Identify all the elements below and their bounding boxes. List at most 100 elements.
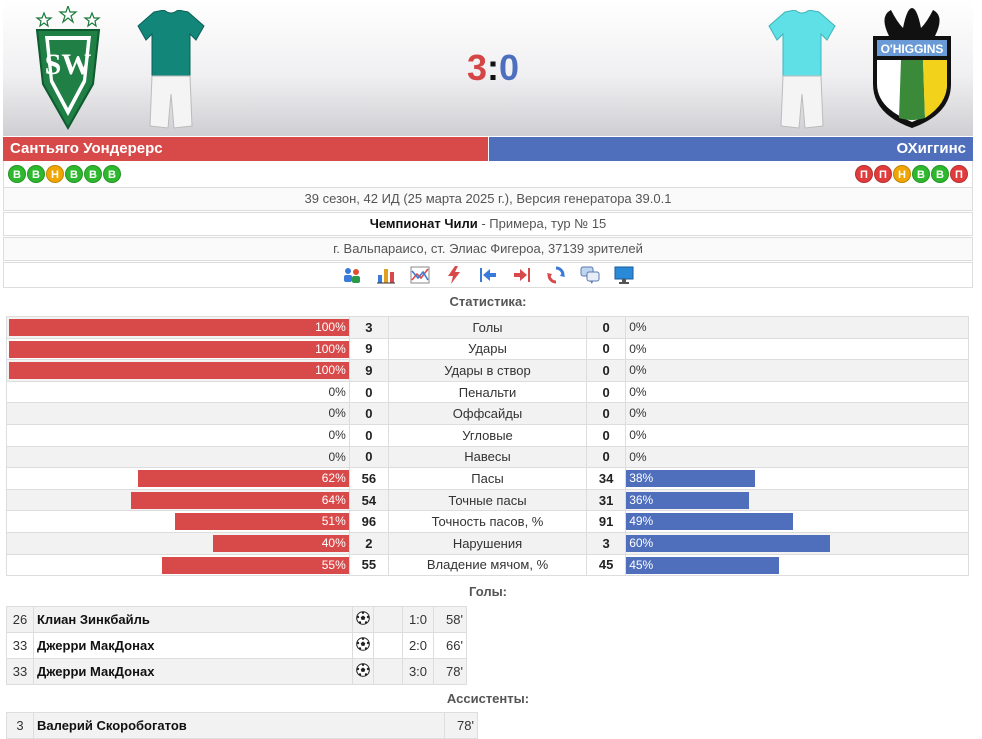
arrow-left-icon[interactable] xyxy=(478,266,498,284)
away-crest-icon[interactable]: O'HIGGINS xyxy=(869,6,955,130)
stat-row: 100% 9 Удары 0 0% xyxy=(6,337,969,361)
away-bar-cell: 0% xyxy=(625,359,969,382)
goal-row: 33 Джерри МакДонах 3:0 78' xyxy=(6,658,467,685)
competition-link[interactable]: Чемпионат Чили xyxy=(369,216,478,231)
home-stat-value: 96 xyxy=(348,510,389,533)
refresh-icon[interactable] xyxy=(546,266,566,284)
home-crest-letters: SW xyxy=(45,48,92,81)
away-bar-cell: 0% xyxy=(625,402,969,425)
stat-row: 55% 55 Владение мячом, % 45 45% xyxy=(6,553,969,577)
form-badge[interactable]: П xyxy=(855,165,873,183)
bar-chart-icon[interactable] xyxy=(376,266,396,284)
away-crest-letters: O'HIGGINS xyxy=(881,42,944,56)
goal-player-number: 33 xyxy=(6,658,34,685)
stat-row: 100% 9 Удары в створ 0 0% xyxy=(6,359,969,382)
form-badge[interactable]: В xyxy=(931,165,949,183)
lineup-icon[interactable] xyxy=(342,266,362,284)
away-stat-percent: 0% xyxy=(629,406,647,421)
flash-icon[interactable] xyxy=(444,266,464,284)
home-crest-icon[interactable]: SW xyxy=(33,6,103,130)
stat-row: 51% 96 Точность пасов, % 91 49% xyxy=(6,510,969,533)
goal-player-name[interactable]: Джерри МакДонах xyxy=(33,632,353,659)
form-badge[interactable]: Н xyxy=(46,165,64,183)
goal-spacer xyxy=(373,658,403,685)
stat-label: Точность пасов, % xyxy=(387,510,588,533)
home-stat-percent: 0% xyxy=(328,449,346,464)
away-stat-bar xyxy=(626,556,780,574)
away-stat-percent: 38% xyxy=(629,471,654,486)
form-badge[interactable]: В xyxy=(65,165,83,183)
tactics-chart-icon[interactable] xyxy=(410,266,430,284)
away-bar-cell: 45% xyxy=(625,553,969,577)
home-stat-bar xyxy=(131,491,349,509)
home-stat-value: 2 xyxy=(348,531,389,555)
away-stat-value: 0 xyxy=(585,380,627,404)
away-stat-percent: 0% xyxy=(629,363,647,378)
stat-label: Угловые xyxy=(387,423,588,447)
monitor-icon[interactable] xyxy=(614,266,634,284)
away-bar-cell: 0% xyxy=(625,380,969,404)
away-stat-percent: 60% xyxy=(629,535,654,550)
away-stat-percent: 0% xyxy=(629,320,647,334)
goal-spacer xyxy=(373,606,403,633)
toolbar xyxy=(3,262,973,288)
away-stat-percent: 45% xyxy=(629,557,654,572)
home-team-name[interactable]: Сантьяго Уондерерс xyxy=(3,137,488,161)
home-bar-cell: 0% xyxy=(6,445,350,469)
home-stat-percent: 100% xyxy=(315,341,346,356)
form-badge[interactable]: В xyxy=(8,165,26,183)
away-stat-percent: 0% xyxy=(629,341,647,356)
away-stat-value: 0 xyxy=(585,402,627,425)
form-badge[interactable]: В xyxy=(84,165,102,183)
away-bar-cell: 36% xyxy=(625,488,969,512)
form-badge[interactable]: В xyxy=(27,165,45,183)
goal-score: 2:0 xyxy=(402,632,434,659)
home-stat-percent: 100% xyxy=(315,363,346,378)
assist-minute: 78' xyxy=(444,712,478,739)
stat-label: Пенальти xyxy=(387,380,588,404)
stat-label: Пасы xyxy=(387,467,588,490)
away-bar-cell: 60% xyxy=(625,531,969,555)
home-bar-cell: 100% xyxy=(6,316,350,339)
form-badge[interactable]: Н xyxy=(893,165,911,183)
away-stat-value: 91 xyxy=(585,510,627,533)
goal-player-name[interactable]: Клиан Зинкбайль xyxy=(33,606,353,633)
stat-row: 100% 3 Голы 0 0% xyxy=(6,316,969,339)
goals-table: 26 Клиан Зинкбайль 1:0 58' 33 Джерри МакДонах… xyxy=(6,606,467,685)
stat-label: Оффсайды xyxy=(387,402,588,425)
comments-icon[interactable] xyxy=(580,266,600,284)
form-badge[interactable]: П xyxy=(950,165,968,183)
away-bar-cell: 0% xyxy=(625,445,969,469)
stat-label: Удары xyxy=(387,337,588,361)
away-team-name[interactable]: ОХиггинс xyxy=(489,137,973,161)
home-stat-percent: 0% xyxy=(328,406,346,421)
away-bar-cell: 0% xyxy=(625,337,969,361)
form-badge[interactable]: В xyxy=(103,165,121,183)
arrow-right-icon[interactable] xyxy=(512,266,532,284)
home-stat-percent: 0% xyxy=(328,427,346,442)
home-stat-value: 0 xyxy=(348,380,389,404)
goals-title: Голы: xyxy=(468,584,508,599)
home-stat-percent: 0% xyxy=(328,384,346,399)
form-badge[interactable]: В xyxy=(912,165,930,183)
stat-label: Владение мячом, % xyxy=(387,553,588,577)
form-badge[interactable]: П xyxy=(874,165,892,183)
stat-row: 0% 0 Пенальти 0 0% xyxy=(6,380,969,404)
away-stat-value: 3 xyxy=(585,531,627,555)
stats-title: Статистика: xyxy=(449,294,527,309)
stats-table: 100% 3 Голы 0 0% 100% 9 Удары 0 0% 100% 9 Удары в ст… xyxy=(6,316,969,577)
home-bar-cell: 64% xyxy=(6,488,350,512)
home-bar-cell: 55% xyxy=(6,553,350,577)
home-stat-value: 55 xyxy=(348,553,389,577)
home-kit-icon xyxy=(137,10,205,129)
stat-label: Нарушения xyxy=(387,531,588,555)
assist-player-name[interactable]: Валерий Скоробогатов xyxy=(33,712,445,739)
goal-player-name[interactable]: Джерри МакДонах xyxy=(33,658,353,685)
away-stat-percent: 0% xyxy=(629,427,647,442)
soccer-ball-icon xyxy=(356,637,370,651)
home-bar-cell: 100% xyxy=(6,359,350,382)
assists-title: Ассистенты: xyxy=(446,691,530,706)
home-bar-cell: 0% xyxy=(6,402,350,425)
